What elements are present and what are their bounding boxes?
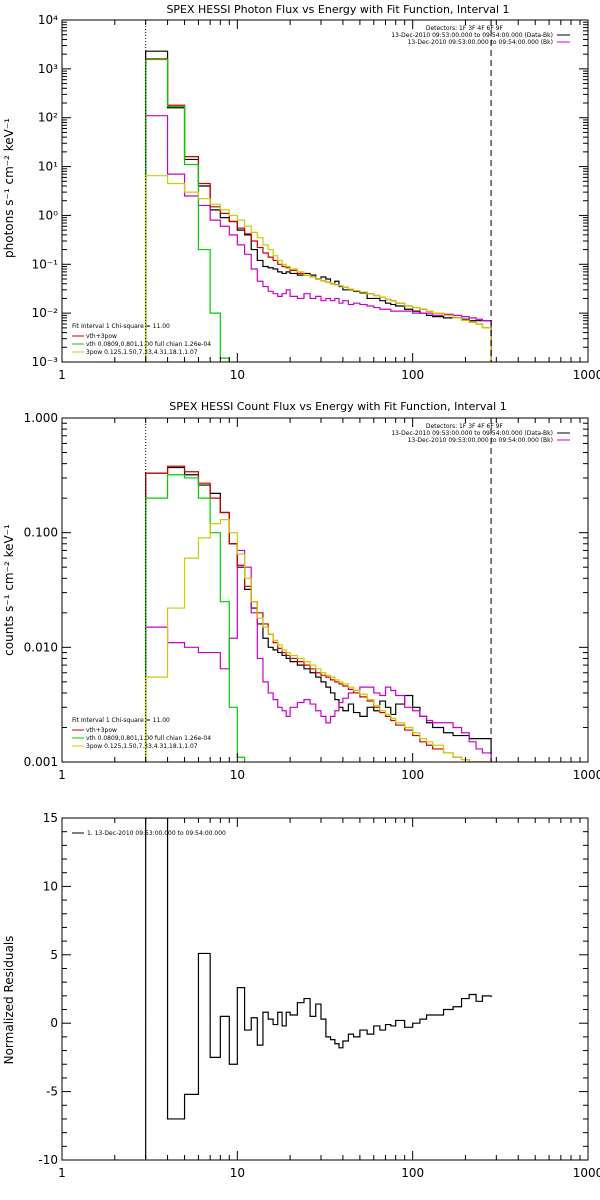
y-tick-label: 10⁴ [38, 13, 58, 27]
count-flux-legend-bottomleft: Fit Interval 1 Chi-square = 11.00 vth+3p… [72, 717, 211, 750]
photon-flux-ylabel: photons s⁻¹ cm⁻² keV⁻¹ [2, 118, 16, 258]
y-tick-label: 10⁻² [32, 306, 59, 320]
axes-frame [61, 817, 589, 1161]
x-tick-label: 1000 [573, 368, 600, 382]
x-tick-label: 1000 [573, 1166, 600, 1180]
x-axis: 1 10 100 1000 [58, 818, 600, 1180]
photon-flux-legend-topright: Detectors: 1F 3F 4F 6F 9F 13-Dec-2010 09… [391, 25, 570, 46]
y-tick-label: 10² [38, 111, 58, 125]
series-3pow [145, 519, 492, 762]
axes-frame [61, 417, 589, 763]
x-tick-label: 100 [401, 368, 424, 382]
axes-frame [61, 19, 589, 363]
photon-flux-legend-bottomleft: Fit Interval 1 Chi-square = 11.00 vth+3p… [72, 323, 211, 356]
count-flux-panel: SPEX HESSI Count Flux vs Energy with Fit… [2, 400, 600, 782]
legend-detectors: Detectors: 1F 3F 4F 6F 9F [426, 423, 504, 430]
plot-area: 1 10 100 1000 -10 -5 0 5 10 15 [38, 811, 600, 1180]
x-tick-label: 10 [230, 368, 245, 382]
y-tick-label: 10⁰ [38, 208, 58, 222]
y-tick-label: 10 [43, 879, 58, 893]
x-axis: 1 10 100 1000 [58, 20, 600, 382]
legend-3pow: 3pow 0.125,1.50,7.33,4.31,18.1,1.07 [86, 743, 198, 750]
legend-bk-interval: 13-Dec-2010 09:53:00.000 to 09:54:00.000… [408, 437, 553, 444]
series-layer [145, 465, 492, 762]
plot-area: 1 10 100 1000 10⁻³ 10⁻² 10⁻¹ 10⁰ 10¹ 10² 10³ 10⁴ [32, 13, 600, 382]
x-tick-label: 100 [401, 1166, 424, 1180]
legend-vth3pow: vth+3pow [86, 727, 117, 734]
y-tick-label: -5 [46, 1085, 58, 1099]
plot-area: 1 10 100 1000 0.001 0.010 0.100 1.000 [24, 411, 600, 782]
y-axis: -10 -5 0 5 10 15 [38, 811, 588, 1167]
y-tick-label: 15 [43, 811, 58, 825]
y-tick-label: 10⁻¹ [32, 257, 59, 271]
series-data-bk [145, 466, 492, 762]
series-data-bk [145, 50, 492, 362]
x-tick-label: 100 [401, 768, 424, 782]
y-tick-label: 5 [50, 948, 58, 962]
photon-flux-title: SPEX HESSI Photon Flux vs Energy with Fi… [166, 3, 509, 16]
series-bk [145, 115, 492, 362]
series-vth [145, 58, 230, 362]
residuals-legend: 1. 13-Dec-2010 09:53:00.000 to 09:54:00.… [72, 830, 226, 837]
series-vth [145, 474, 246, 762]
series-1-13-dec-2010-09-53-00-000-to-09-54-00-000 [145, 818, 492, 1160]
y-tick-label: 1.000 [24, 411, 58, 425]
legend-data-interval: 13-Dec-2010 09:53:00.000 to 09:54:00.000… [391, 32, 553, 39]
legend-fit-chi: Fit Interval 1 Chi-square = 11.00 [72, 717, 170, 724]
x-tick-label: 1000 [573, 768, 600, 782]
x-axis: 1 10 100 1000 [58, 418, 600, 782]
x-tick-label: 1 [58, 768, 66, 782]
y-tick-label: 10⁻³ [32, 355, 59, 369]
y-tick-label: -10 [38, 1153, 58, 1167]
series-vth-3pow [145, 465, 492, 762]
y-tick-label: 10³ [38, 62, 58, 76]
legend-residual-interval: 1. 13-Dec-2010 09:53:00.000 to 09:54:00.… [87, 830, 226, 837]
count-flux-legend-topright: Detectors: 1F 3F 4F 6F 9F 13-Dec-2010 09… [391, 423, 570, 444]
series-layer [145, 818, 492, 1160]
x-tick-label: 10 [230, 768, 245, 782]
legend-fit-chi: Fit Interval 1 Chi-square = 11.00 [72, 323, 170, 330]
y-tick-label: 0.100 [24, 526, 58, 540]
y-axis: 10⁻³ 10⁻² 10⁻¹ 10⁰ 10¹ 10² 10³ 10⁴ [32, 13, 588, 369]
residuals-ylabel: Normalized Residuals [2, 936, 16, 1065]
legend-vth: vth 0.0809,0.801,1.00 full chian 1.26e-0… [86, 341, 211, 348]
y-tick-label: 0.001 [24, 755, 58, 769]
legend-vth3pow: vth+3pow [86, 333, 117, 340]
y-tick-label: 0.010 [24, 640, 58, 654]
legend-data-interval: 13-Dec-2010 09:53:00.000 to 09:54:00.000… [391, 430, 553, 437]
y-axis: 0.001 0.010 0.100 1.000 [24, 411, 588, 769]
legend-detectors: Detectors: 1F 3F 4F 6F 9F [426, 25, 504, 32]
y-tick-label: 0 [50, 1016, 58, 1030]
y-tick-label: 10¹ [38, 160, 58, 174]
series-vth-3pow [145, 58, 492, 362]
legend-bk-interval: 13-Dec-2010 09:53:00.000 to 09:54:00.000… [408, 39, 553, 46]
x-tick-label: 1 [58, 368, 66, 382]
residuals-panel: Normalized Residuals 1. 13-Dec-2010 09:5… [2, 811, 600, 1180]
series-layer [145, 50, 492, 362]
photon-flux-panel: SPEX HESSI Photon Flux vs Energy with Fi… [2, 3, 600, 382]
legend-vth: vth 0.0809,0.801,1.00 full chian 1.26e-0… [86, 735, 211, 742]
x-tick-label: 1 [58, 1166, 66, 1180]
count-flux-title: SPEX HESSI Count Flux vs Energy with Fit… [169, 400, 506, 413]
count-flux-ylabel: counts s⁻¹ cm⁻² keV⁻¹ [2, 524, 16, 656]
legend-3pow: 3pow 0.125,1.50,7.33,4.31,18.1,1.07 [86, 349, 198, 356]
series-3pow [145, 175, 492, 362]
x-tick-label: 10 [230, 1166, 245, 1180]
